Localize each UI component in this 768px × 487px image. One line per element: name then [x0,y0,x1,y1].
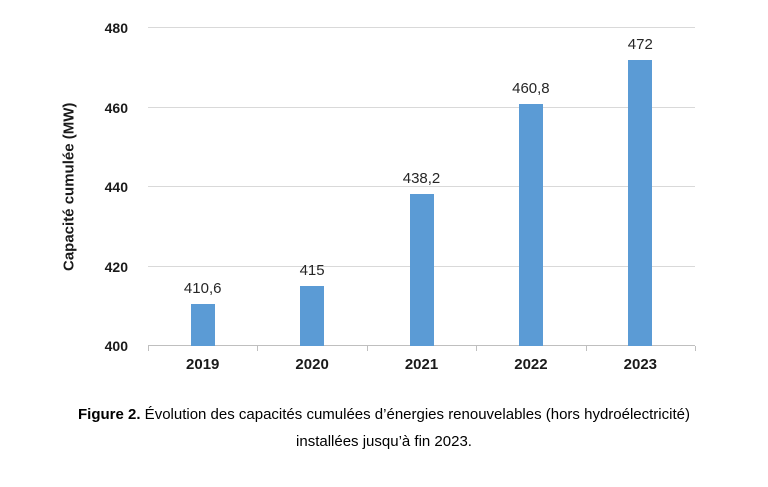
x-tick-label-2022: 2022 [514,356,548,373]
x-tick-label-2019: 2019 [186,356,220,373]
y-tick-label: 420 [104,258,128,275]
x-axis-tick [695,346,696,351]
x-axis-tick [585,346,587,351]
bar-value-label: 460,8 [512,80,550,98]
x-axis-tick [257,346,259,351]
x-axis-tick [476,346,478,351]
y-axis-title: Capacité cumulée (MW) [60,102,78,272]
bar-value-label: 472 [627,35,653,53]
x-tick-label-2021: 2021 [404,356,439,373]
gridline [148,106,695,108]
bar-2023 [628,59,653,346]
bar-value-label: 410,6 [183,279,222,297]
caption-label: Figure 2. [78,406,141,423]
y-tick-label: 480 [104,20,128,36]
gridline [148,27,695,28]
y-axis-ticks: 400 420 440 460 480 [84,21,128,353]
x-axis-tick [148,346,149,351]
figure-caption: Figure 2. Évolution des capacités cumulé… [74,401,694,455]
y-tick-label: 400 [104,338,128,354]
bar-2019 [190,303,215,346]
y-tick-label: 440 [104,179,128,195]
gridline [148,186,695,187]
x-tick-label-2020: 2020 [295,356,329,373]
bar-value-label: 415 [299,262,325,280]
bar-2022 [518,104,543,346]
bar-2021 [409,194,434,346]
caption-text: Évolution des capacités cumulées d’énerg… [140,406,690,450]
bar-value-label: 438,2 [402,170,441,188]
x-axis-labels: 2019 2020 2021 2022 2023 [148,356,695,373]
x-tick-label-2023: 2023 [623,356,658,373]
bar-2020 [300,286,325,346]
plot-area: 410,6 415 438,2 460,8 472 [148,27,696,351]
x-axis-tick [366,346,368,351]
y-tick-label: 460 [104,99,128,116]
